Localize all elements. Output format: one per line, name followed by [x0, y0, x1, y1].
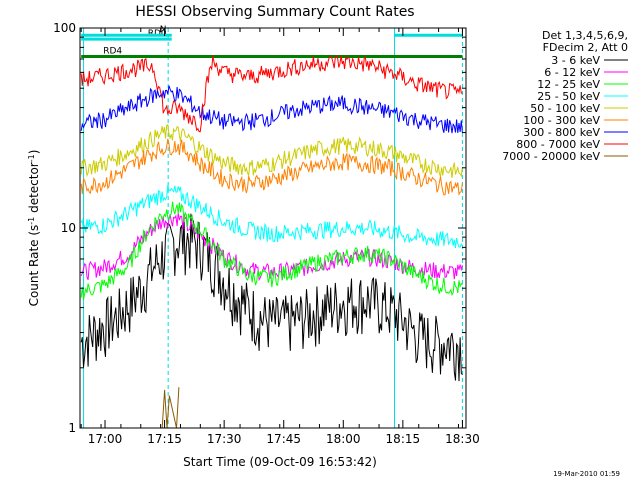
y-tick-label: 1: [68, 421, 76, 435]
x-tick-label: 17:30: [207, 432, 242, 446]
y-axis-label: Count Rate (s-1 detector-1): [27, 150, 42, 307]
series-300-800-kev: [80, 85, 463, 134]
legend-label: 300 - 800 keV: [523, 126, 600, 139]
footer-timestamp: 19-Mar-2010 01:59: [553, 470, 620, 478]
series-line: [161, 387, 180, 429]
series-12-25-kev: [80, 201, 463, 300]
y-tick-label: 10: [61, 221, 76, 235]
legend-label: 6 - 12 keV: [544, 66, 600, 79]
chart-title: HESSI Observing Summary Count Rates: [135, 4, 414, 20]
series-line: [80, 138, 463, 196]
flag-label-n: N: [160, 25, 167, 35]
series-7000-20000-kev: [161, 387, 180, 429]
series-line: [80, 201, 463, 300]
x-axis-label: Start Time (09-Oct-09 16:53:42): [183, 455, 377, 469]
legend-header: Det 1,3,4,5,6,9, FDecim 2, Att 0: [542, 29, 628, 54]
x-tick-label: 17:15: [147, 432, 182, 446]
legend-label: 3 - 6 keV: [551, 54, 600, 67]
legend-label: 800 - 7000 keV: [516, 138, 600, 151]
series-50-100-kev: [80, 124, 463, 179]
flag-label-rd4: RD4: [103, 47, 122, 57]
legend-label: 100 - 300 keV: [523, 114, 600, 127]
plot-frame: [79, 27, 467, 429]
x-tick-label: 18:00: [326, 432, 361, 446]
series-25-50-kev: [80, 184, 463, 249]
series-line: [80, 85, 463, 134]
series-line: [80, 124, 463, 179]
legend-label: 50 - 100 keV: [530, 102, 600, 115]
plot-area: RD0NRD411010017:0017:1517:3017:4518:0018…: [53, 21, 480, 446]
y-tick-label: 100: [53, 21, 76, 35]
series-100-300-kev: [80, 138, 463, 196]
x-tick-label: 17:45: [266, 432, 301, 446]
x-tick-label: 18:15: [386, 432, 421, 446]
legend-label: 7000 - 20000 keV: [502, 150, 600, 163]
legend-label: 12 - 25 keV: [537, 78, 600, 91]
x-tick-label: 17:00: [88, 432, 123, 446]
legend-label: 25 - 50 keV: [537, 90, 600, 103]
series-3-6-kev: [80, 213, 463, 382]
legend-header-line-2: FDecim 2, Att 0: [543, 41, 628, 54]
series-800-7000-kev: [80, 54, 463, 133]
legend-header-line-1: Det 1,3,4,5,6,9,: [542, 29, 628, 42]
x-tick-label: 18:30: [445, 432, 480, 446]
y-axis-label-group: Count Rate (s-1 detector-1): [27, 150, 42, 307]
series-line: [80, 184, 463, 249]
series-line: [80, 54, 463, 133]
series-line: [80, 213, 463, 382]
